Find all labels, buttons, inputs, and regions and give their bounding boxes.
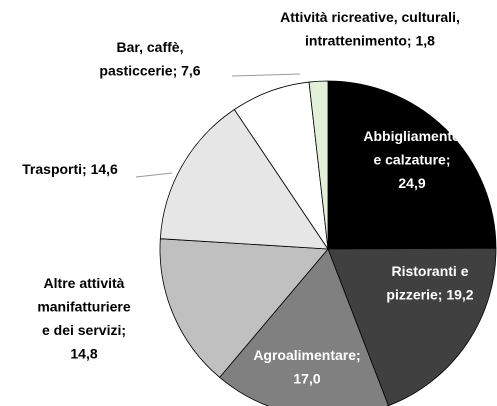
pie-slice [159, 108, 329, 250]
pie-slice [308, 80, 329, 250]
slice-label: Attività ricreative, culturali, intratten… [280, 9, 460, 49]
leader-line [135, 172, 173, 178]
leader-line [231, 73, 301, 77]
pie-slice [159, 238, 329, 378]
pie-slice [327, 80, 497, 250]
pie-slice [327, 247, 497, 406]
pie-slice [219, 248, 389, 406]
slice-label: Altre attività manifatturiere e dei serviz… [37, 275, 131, 362]
slice-label: Ristoranti e pizzerie; 19,2 [386, 263, 473, 303]
slice-label: Agroalimentare; 17,0 [253, 347, 360, 387]
slice-label: Abbigliamento e calzature; 24,9 [363, 128, 460, 191]
slice-label: Bar, caffè, pasticcerie; 7,6 [99, 39, 200, 79]
slice-label: Trasporti; 14,6 [22, 161, 118, 177]
